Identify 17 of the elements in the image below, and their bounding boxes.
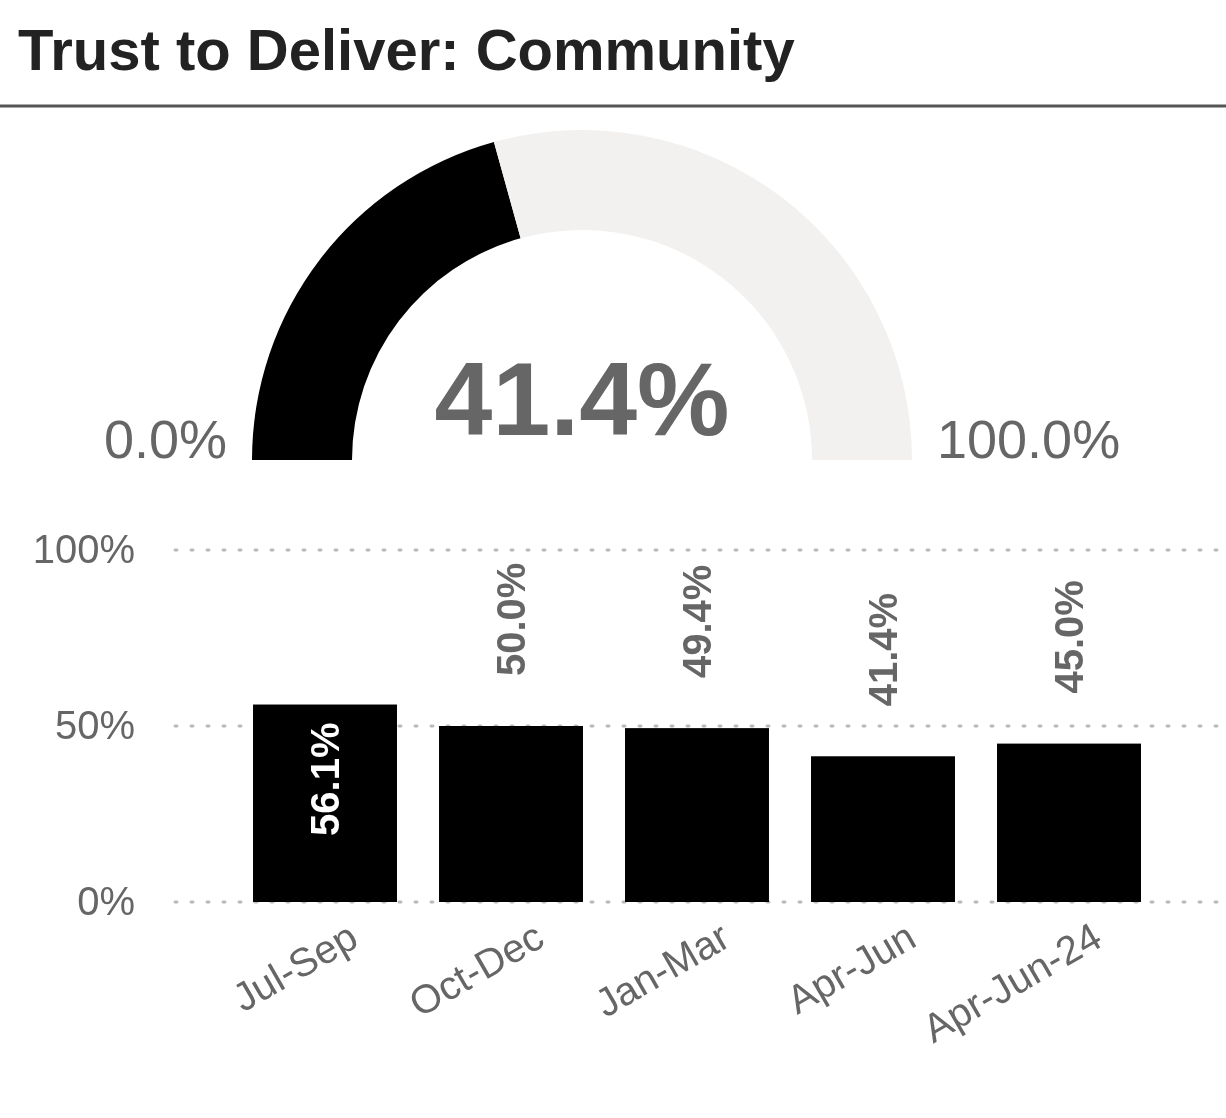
text: 100.0%: [937, 409, 1121, 469]
bar: [253, 704, 397, 902]
bar: [439, 726, 583, 902]
text: 0.0%: [103, 409, 227, 469]
bar: [997, 743, 1141, 902]
y-tick-label: 50%: [54, 703, 135, 748]
bar: [625, 728, 769, 902]
bar: [811, 756, 955, 902]
data-label: 56.1%: [303, 722, 347, 836]
y-tick-label: 0%: [77, 879, 135, 924]
chart-title: Trust to Deliver: Community: [18, 17, 795, 82]
text: 41.4%: [434, 341, 730, 457]
y-tick-label: 100%: [32, 527, 135, 572]
data-label: 45.0%: [1047, 580, 1091, 694]
data-label: 41.4%: [861, 592, 905, 707]
data-label: 49.4%: [675, 564, 719, 679]
data-label: 50.0%: [489, 562, 533, 676]
